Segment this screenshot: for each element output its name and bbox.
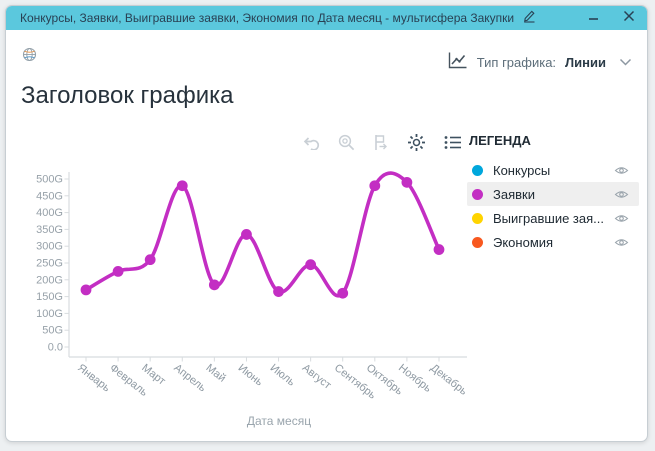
- svg-text:Май: Май: [204, 362, 228, 385]
- svg-text:400G: 400G: [36, 207, 63, 219]
- svg-text:200G: 200G: [36, 274, 63, 286]
- close-button[interactable]: [623, 9, 635, 27]
- legend-item[interactable]: Заявки: [467, 182, 639, 206]
- minimize-button[interactable]: [588, 9, 599, 27]
- undo-button[interactable]: [302, 136, 320, 155]
- window-title: Конкурсы, Заявки, Выигравшие заявки, Эко…: [20, 11, 515, 25]
- svg-text:0.0: 0.0: [48, 342, 63, 354]
- flag-arrow-icon: [373, 134, 389, 156]
- line-chart[interactable]: 500G 450G 400G 350G 300G 250G 200G 150G 100G 50G 0…: [6, 161, 476, 448]
- settings-button[interactable]: [407, 133, 426, 157]
- zoom-button[interactable]: [338, 134, 355, 156]
- series-color-dot: [472, 212, 483, 224]
- legend-heading: ЛЕГЕНДА: [469, 133, 531, 148]
- series-color-dot: [472, 236, 483, 248]
- chart-window: Конкурсы, Заявки, Выигравшие заявки, Эко…: [5, 5, 648, 442]
- eye-icon[interactable]: [614, 165, 629, 176]
- minimize-icon: [588, 9, 599, 27]
- series-color-dot: [472, 164, 483, 176]
- eye-icon[interactable]: [614, 237, 629, 248]
- bookmark-flag-button[interactable]: [373, 134, 389, 156]
- close-icon: [623, 9, 635, 27]
- svg-text:300G: 300G: [36, 241, 63, 253]
- pencil-icon: [522, 9, 536, 28]
- svg-text:Январь: Январь: [75, 362, 112, 395]
- svg-text:500G: 500G: [36, 174, 63, 186]
- svg-text:Август: Август: [300, 362, 333, 392]
- chart-toolbar: [302, 134, 462, 156]
- svg-text:Июнь: Июнь: [236, 362, 266, 389]
- legend-item-label: Заявки: [493, 186, 535, 202]
- legend-item[interactable]: Конкурсы: [467, 158, 639, 182]
- window-controls: [588, 9, 635, 27]
- legend-item[interactable]: Экономия: [467, 230, 639, 254]
- chart-type-selector[interactable]: Тип графика: Линии: [446, 51, 632, 73]
- edit-title-button[interactable]: [522, 9, 536, 28]
- svg-text:50G: 50G: [42, 325, 63, 337]
- globe-icon[interactable]: [22, 47, 37, 67]
- undo-icon: [302, 136, 320, 155]
- svg-text:Апрель: Апрель: [171, 362, 208, 395]
- legend-items: Конкурсы Заявки Выигравшие зая... Эконом…: [467, 158, 639, 254]
- svg-text:100G: 100G: [36, 308, 63, 320]
- legend-item[interactable]: Выигравшие зая...: [467, 206, 639, 230]
- svg-text:250G: 250G: [36, 258, 63, 270]
- bullet-list-icon: [444, 135, 462, 155]
- legend-item-label: Экономия: [493, 234, 554, 250]
- line-chart-type-icon: [446, 51, 468, 73]
- window-titlebar[interactable]: Конкурсы, Заявки, Выигравшие заявки, Эко…: [6, 6, 647, 30]
- chart-type-value: Линии: [565, 54, 606, 70]
- eye-icon[interactable]: [614, 213, 629, 224]
- series-color-dot: [472, 188, 483, 200]
- svg-text:Июль: Июль: [268, 362, 298, 389]
- legend-panel: ЛЕГЕНДА Конкурсы Заявки Выигравшие зая..…: [467, 133, 639, 254]
- svg-text:Дата месяц: Дата месяц: [247, 414, 311, 428]
- chart-type-label: Тип графика:: [476, 54, 557, 70]
- svg-text:450G: 450G: [36, 190, 63, 202]
- zoom-icon: [338, 134, 355, 156]
- svg-text:350G: 350G: [36, 224, 63, 236]
- gear-icon: [407, 133, 426, 157]
- chevron-down-icon: [619, 55, 632, 70]
- legend-item-label: Конкурсы: [493, 162, 551, 178]
- eye-icon[interactable]: [614, 189, 629, 200]
- page-title: Заголовок графика: [21, 82, 234, 109]
- legend-toggle-button[interactable]: [444, 135, 462, 155]
- legend-item-label: Выигравшие зая...: [493, 210, 604, 226]
- svg-text:Декабрь: Декабрь: [428, 362, 469, 398]
- svg-text:150G: 150G: [36, 291, 63, 303]
